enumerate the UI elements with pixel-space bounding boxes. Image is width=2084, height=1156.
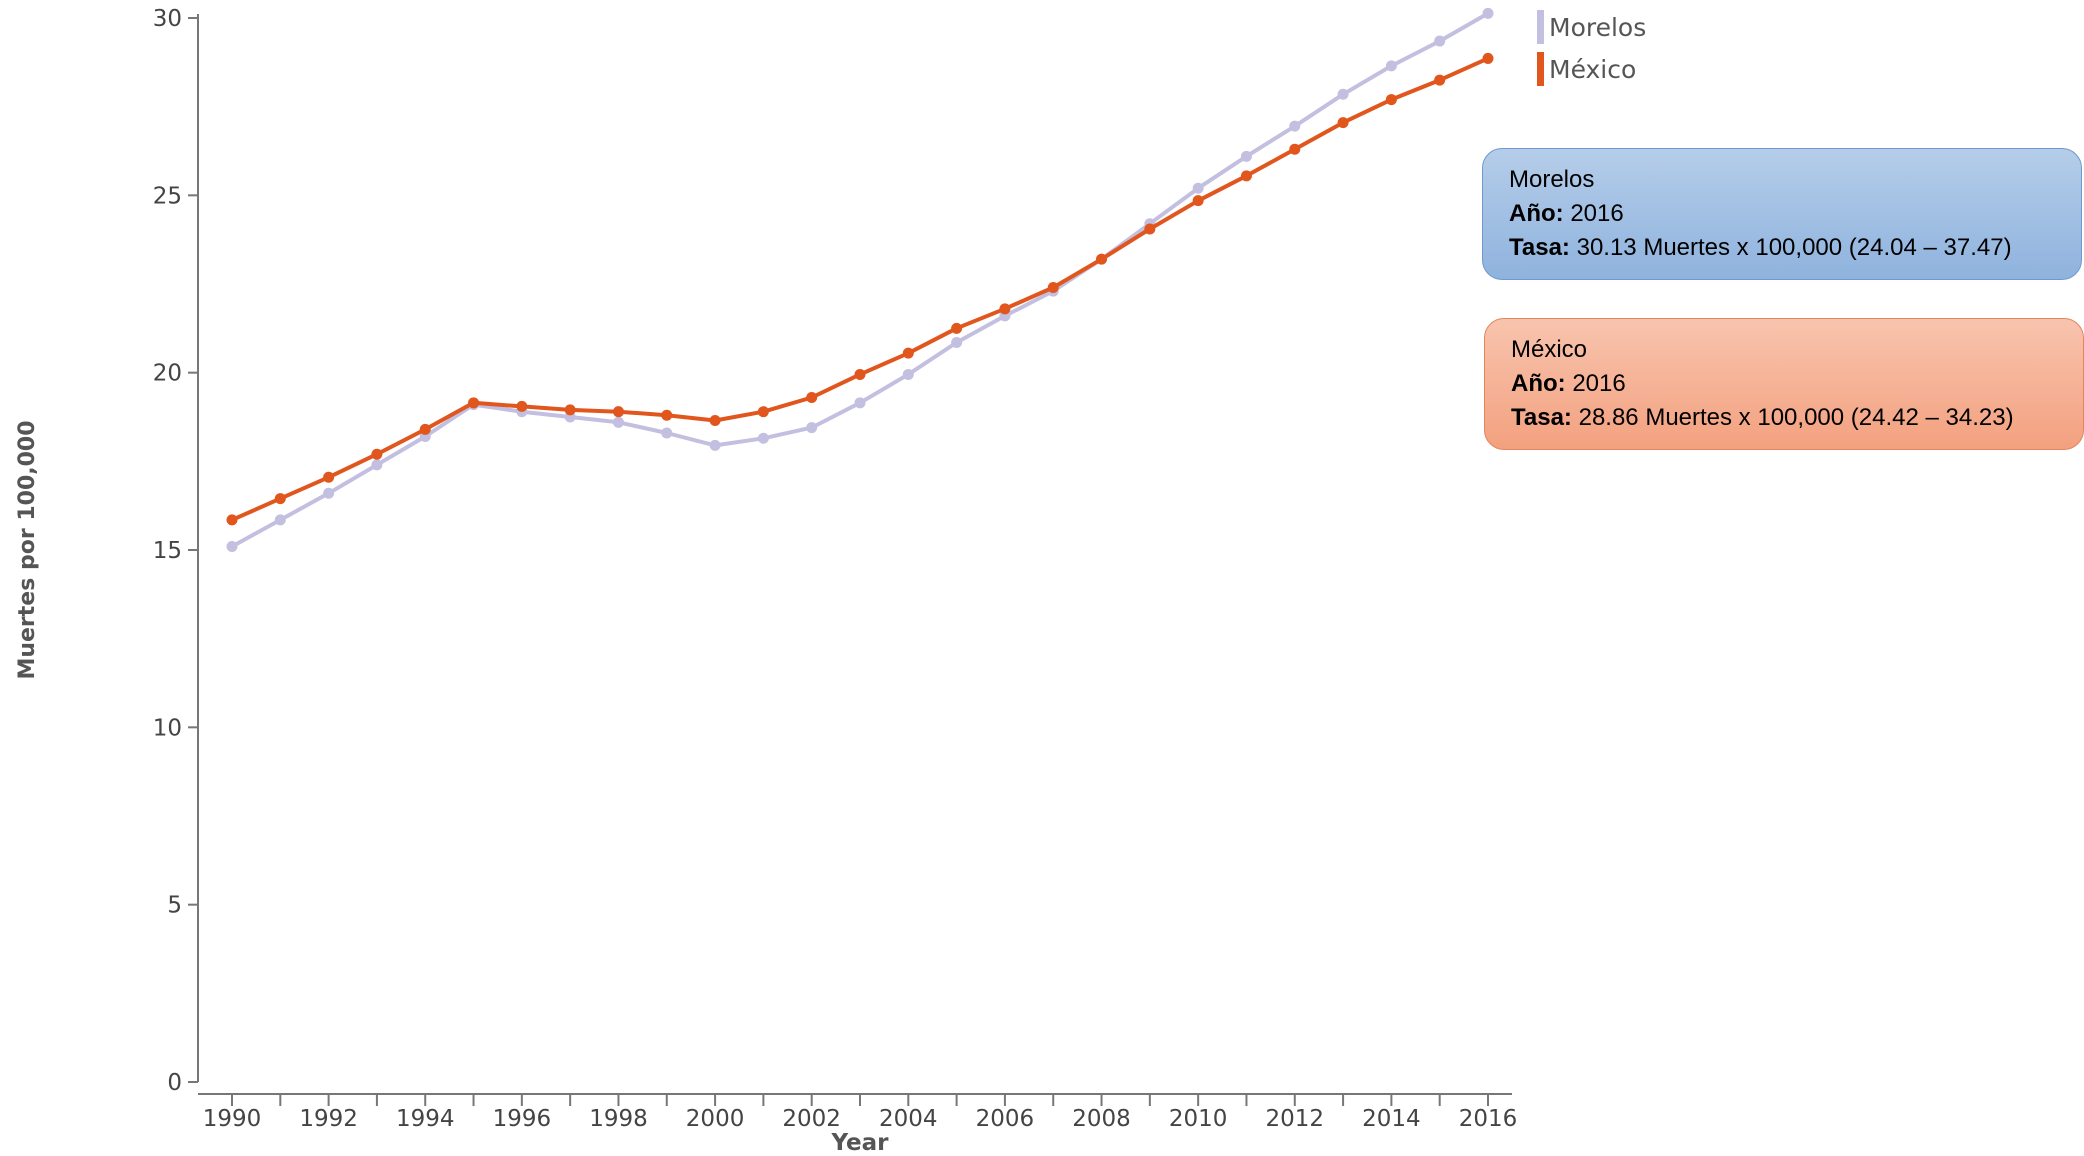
x-tick-label: 2008 — [1072, 1106, 1131, 1132]
legend-label: México — [1549, 55, 1636, 84]
legend-label: Morelos — [1549, 13, 1646, 42]
legend-swatch — [1537, 52, 1544, 86]
tooltip-rate-label: Tasa: — [1511, 404, 1572, 431]
data-point — [612, 406, 624, 418]
series-mexico — [226, 52, 1494, 526]
data-point — [757, 432, 769, 444]
tooltip-rate-row: Tasa: 28.86 Muertes x 100,000 (24.42 – 3… — [1511, 401, 2083, 435]
x-tick-label: 1990 — [203, 1106, 262, 1132]
data-point — [999, 303, 1011, 315]
y-tick-label: 25 — [153, 183, 182, 209]
data-point — [468, 397, 480, 409]
tooltip-rate-value: 30.13 Muertes x 100,000 (24.04 – 37.47) — [1576, 234, 2012, 261]
data-point — [226, 540, 238, 552]
y-tick-label: 0 — [167, 1070, 182, 1096]
x-axis-label: Year — [830, 1130, 889, 1156]
data-point — [516, 400, 528, 412]
data-point — [951, 337, 963, 349]
y-tick-label: 20 — [153, 361, 182, 387]
x-tick-label: 2010 — [1169, 1106, 1228, 1132]
data-point — [1337, 88, 1349, 100]
data-point — [709, 439, 721, 451]
data-point — [612, 416, 624, 428]
x-tick-label: 1992 — [299, 1106, 358, 1132]
data-point — [371, 448, 383, 460]
x-axis: 1990 1992 1994 1996 1998 2000 2002 2004 2006 2008… — [198, 1093, 1518, 1132]
y-tick-label: 10 — [153, 715, 182, 741]
tooltip-rate-label: Tasa: — [1509, 234, 1570, 261]
data-point — [323, 487, 335, 499]
data-point — [564, 404, 576, 416]
data-point — [1482, 52, 1494, 64]
tooltip-series-name: México — [1511, 336, 1588, 363]
data-point — [1096, 253, 1108, 265]
tooltip-rate-row: Tasa: 30.13 Muertes x 100,000 (24.04 – 3… — [1509, 231, 2081, 265]
data-point — [1434, 74, 1446, 86]
x-tick-label: 1996 — [493, 1106, 552, 1132]
data-point — [854, 368, 866, 380]
x-tick-label: 2014 — [1362, 1106, 1421, 1132]
series-layer — [226, 7, 1494, 552]
x-tick-label: 1994 — [396, 1106, 455, 1132]
data-point — [951, 322, 963, 334]
tooltip-year-row: Año: 2016 — [1511, 367, 2083, 401]
data-point — [806, 422, 818, 434]
series-morelos — [226, 7, 1494, 552]
tooltip-morelos: Morelos Año: 2016 Tasa: 30.13 Muertes x … — [1482, 148, 2082, 280]
legend-swatch — [1537, 10, 1544, 44]
data-point — [806, 391, 818, 403]
data-point — [1337, 117, 1349, 129]
x-tick-label: 2002 — [782, 1106, 841, 1132]
data-point — [1144, 223, 1156, 235]
data-point — [902, 347, 914, 359]
data-point — [1482, 7, 1494, 19]
y-tick-label: 15 — [153, 538, 182, 564]
data-point — [1047, 282, 1059, 294]
tooltip-series-name: Morelos — [1509, 166, 1595, 193]
data-point — [854, 397, 866, 409]
data-point — [1289, 120, 1301, 132]
data-point — [371, 459, 383, 471]
data-point — [323, 471, 335, 483]
data-point — [274, 514, 286, 526]
tooltip-year-label: Año: — [1511, 370, 1566, 397]
data-point — [1289, 143, 1301, 155]
data-point — [1192, 195, 1204, 207]
data-point — [1434, 35, 1446, 47]
y-axis: 0 5 10 15 20 25 30 — [153, 6, 199, 1096]
data-point — [902, 368, 914, 380]
data-point — [1385, 60, 1397, 72]
tooltip-year-value: 2016 — [1572, 370, 1626, 397]
data-point — [274, 493, 286, 505]
data-point — [661, 409, 673, 421]
data-point — [419, 423, 431, 435]
x-tick-label: 2006 — [976, 1106, 1035, 1132]
data-point — [1240, 170, 1252, 182]
y-axis-label: Muertes por 100,000 — [15, 420, 40, 679]
data-point — [661, 427, 673, 439]
data-point — [1385, 94, 1397, 106]
tooltip-rate-value: 28.86 Muertes x 100,000 (24.42 – 34.23) — [1578, 404, 2014, 431]
y-tick-label: 5 — [167, 893, 182, 919]
data-point — [226, 514, 238, 526]
x-tick-label: 2000 — [686, 1106, 745, 1132]
data-point — [1240, 150, 1252, 162]
data-point — [709, 415, 721, 427]
x-tick-label: 2016 — [1459, 1106, 1518, 1132]
data-point — [757, 406, 769, 418]
x-tick-label: 1998 — [589, 1106, 648, 1132]
series-line — [231, 11, 1489, 549]
tooltip-mexico: México Año: 2016 Tasa: 28.86 Muertes x 1… — [1484, 318, 2084, 450]
data-point — [1192, 182, 1204, 194]
tooltip-year-value: 2016 — [1570, 200, 1624, 227]
y-tick-label: 30 — [153, 6, 182, 32]
legend: Morelos México — [1537, 10, 1646, 86]
tooltip-year-row: Año: 2016 — [1509, 197, 2081, 231]
x-tick-label: 2012 — [1265, 1106, 1324, 1132]
x-tick-label: 2004 — [879, 1106, 938, 1132]
tooltip-year-label: Año: — [1509, 200, 1564, 227]
